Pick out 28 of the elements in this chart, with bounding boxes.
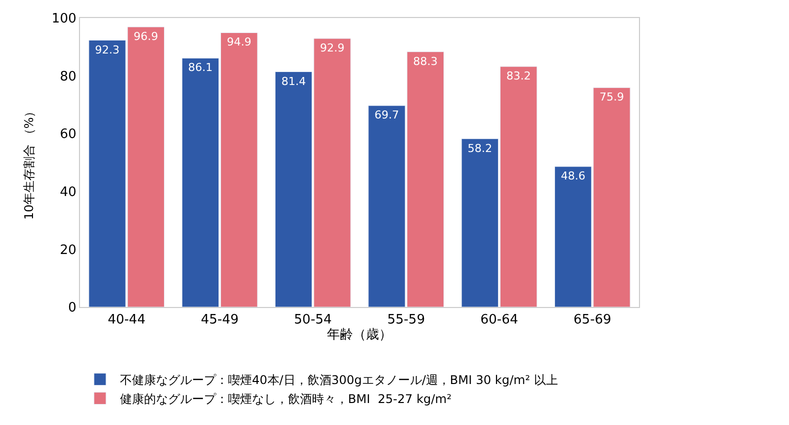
data-label: 86.1 — [188, 61, 213, 74]
x-tick-label: 65-69 — [574, 312, 612, 328]
y-axis-title: 10年生存割合 （%） — [22, 105, 36, 220]
y-tick-label: 80 — [60, 69, 76, 84]
data-label: 81.4 — [281, 74, 306, 88]
legend-label: 健康的なグループ：喫煙なし，飲酒時々，BMI 25-27 kg/m² — [120, 392, 452, 406]
data-label: 92.9 — [320, 42, 344, 55]
legend-label: 不健康なグループ：喫煙40本/日，飲酒300gエタノール/週，BMI 30 kg/m² 以上 — [120, 372, 558, 387]
x-axis-title: 年齢（歳） — [327, 328, 392, 343]
y-tick-label: 60 — [60, 127, 76, 142]
y-tick-label: 40 — [60, 184, 76, 200]
x-tick-label: 45-49 — [200, 312, 239, 328]
y-tick-label: 20 — [60, 242, 76, 258]
x-tick-label: 50-54 — [294, 312, 332, 328]
data-label: 88.3 — [413, 54, 438, 68]
data-label: 96.9 — [134, 30, 158, 43]
y-tick-label: 0 — [68, 300, 76, 316]
data-label: 83.2 — [506, 70, 531, 83]
x-tick-label: 40-44 — [108, 312, 146, 328]
data-label: 58.2 — [468, 142, 492, 155]
data-label: 48.6 — [560, 170, 586, 183]
x-tick-label: 60-64 — [480, 312, 518, 328]
y-tick-label: 100 — [52, 12, 76, 27]
data-label: 94.9 — [226, 36, 252, 49]
x-tick-label: 55-59 — [387, 312, 425, 328]
data-label: 75.9 — [599, 90, 624, 104]
data-label: 69.7 — [374, 108, 400, 122]
data-label: 92.3 — [95, 43, 120, 56]
